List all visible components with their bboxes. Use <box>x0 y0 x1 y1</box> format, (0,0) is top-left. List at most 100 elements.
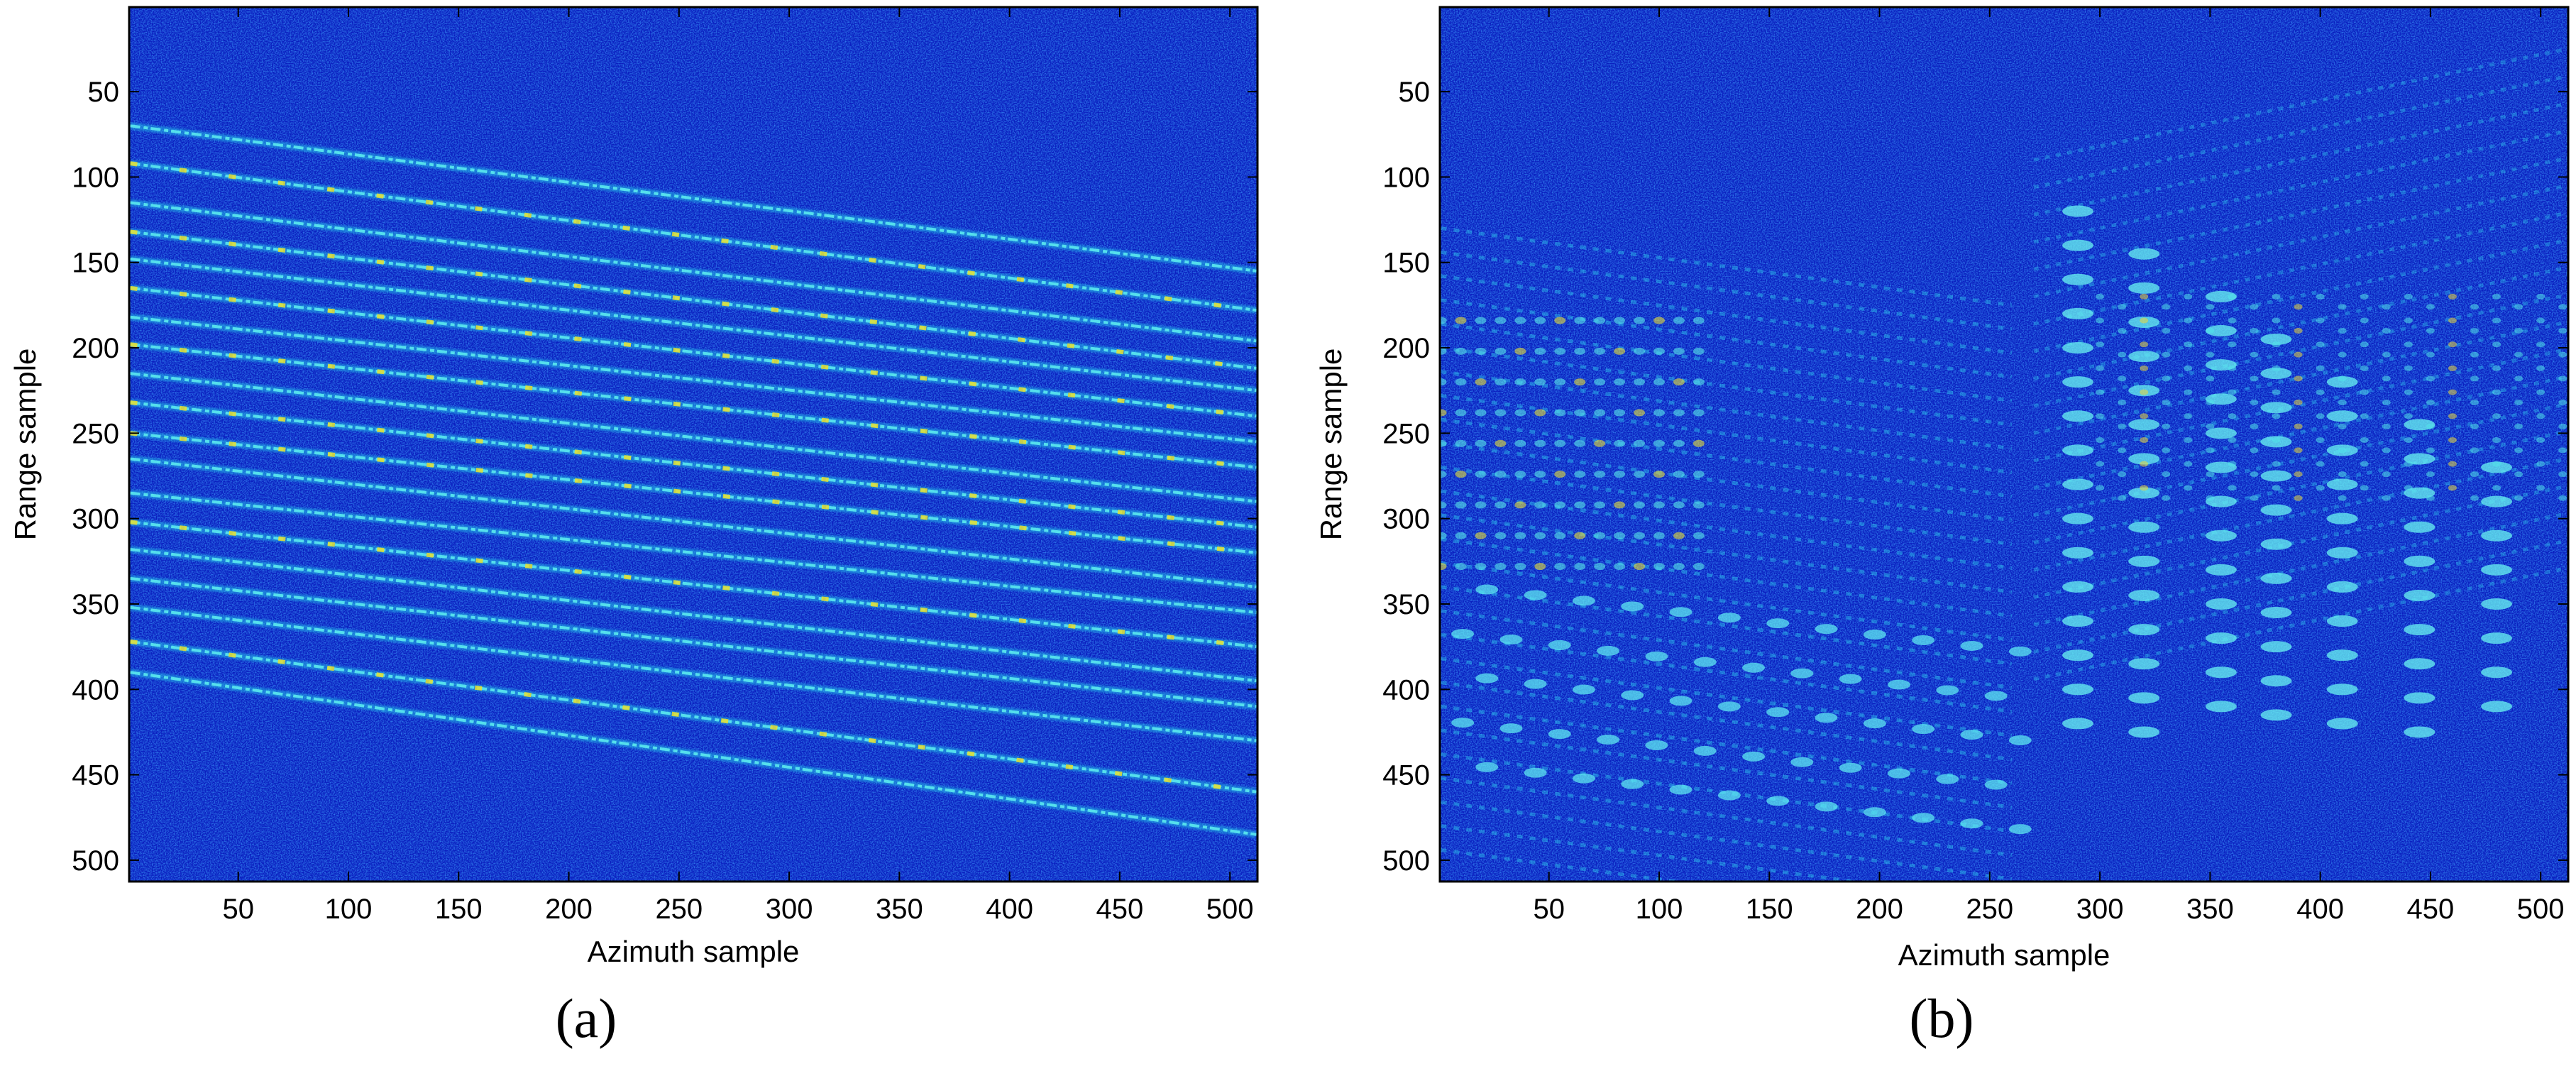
y-tick-label: 200 <box>72 333 119 364</box>
streak-hotspots <box>130 520 1257 649</box>
texture-speck-right <box>2096 437 2105 443</box>
texture-speck-left <box>1455 563 1467 571</box>
texture-group-b <box>1440 47 2567 882</box>
texture-speck-right <box>2162 447 2171 454</box>
texture-speck-left <box>1614 471 1626 478</box>
streak-core <box>130 605 1257 742</box>
texture-blob-right <box>2062 512 2094 525</box>
texture-speck-right <box>2404 485 2413 491</box>
texture-blob-left <box>1888 768 1911 779</box>
texture-speck-right <box>2382 423 2391 429</box>
texture-speck-right <box>2382 304 2391 310</box>
texture-speck-right <box>2250 471 2259 478</box>
texture-speck-right <box>2426 304 2435 310</box>
texture-speck-right <box>2272 389 2281 395</box>
texture-speck-left <box>1475 347 1487 355</box>
texture-blob-right <box>2128 248 2160 260</box>
texture-speck-right <box>2360 413 2369 419</box>
texture-speck-left <box>1495 378 1507 386</box>
texture-speck-right <box>2250 327 2259 334</box>
streak-hotspots <box>130 229 1257 370</box>
texture-speck-left <box>1534 471 1546 478</box>
texture-speck-right <box>2162 471 2171 478</box>
x-tick-label: 500 <box>1206 894 1254 925</box>
texture-speck-left <box>1673 409 1685 417</box>
texture-blob-left <box>1960 818 1983 829</box>
texture-blob-left <box>2008 646 2032 657</box>
y-axis-label-a: Range sample <box>9 348 42 541</box>
texture-speck-right <box>2118 375 2127 382</box>
texture-blob-left <box>1669 784 1692 795</box>
texture-blob-left <box>1790 668 1814 679</box>
texture-speck-left <box>1440 347 1447 355</box>
texture-speck-right <box>2558 375 2567 382</box>
texture-blob-right <box>2326 649 2358 661</box>
texture-blob-left <box>1717 701 1741 712</box>
texture-speck-right <box>2316 461 2325 467</box>
streak-core <box>130 343 1257 469</box>
texture-speck-right <box>2426 447 2435 454</box>
texture-speck-right <box>2514 375 2523 382</box>
texture-blob-right <box>2062 547 2094 559</box>
texture-blob-right <box>2128 555 2160 567</box>
texture-blob-left <box>1524 767 1547 778</box>
texture-speck-left <box>1495 471 1507 478</box>
texture-speck-right <box>2448 413 2457 419</box>
texture-speck-right <box>2140 461 2149 467</box>
y-axis-label-b: Range sample <box>1314 348 1348 541</box>
texture-blob-left <box>1572 684 1595 695</box>
texture-speck-right <box>2294 375 2303 382</box>
texture-blob-right <box>2326 547 2358 559</box>
texture-speck-left <box>1653 501 1665 509</box>
streak-core <box>130 432 1257 554</box>
texture-speck-left <box>1634 439 1646 447</box>
texture-speck-right <box>2140 413 2149 419</box>
texture-speck-right <box>2096 413 2105 419</box>
texture-speck-right <box>2470 495 2479 501</box>
texture-speck-left <box>1634 378 1646 386</box>
texture-speck-right <box>2558 400 2567 406</box>
texture-speck-left <box>1653 563 1665 571</box>
texture-speck-right <box>2514 447 2523 454</box>
texture-speck-right <box>2140 389 2149 395</box>
texture-speck-right <box>2228 485 2237 491</box>
y-tick-label: 300 <box>1382 504 1430 535</box>
texture-speck-left <box>1574 471 1586 478</box>
texture-speck-left <box>1634 471 1646 478</box>
streak-core <box>130 162 1257 312</box>
y-tick-label: 300 <box>72 504 119 535</box>
texture-speck-right <box>2536 341 2545 348</box>
texture-speck-left <box>1514 501 1526 509</box>
x-tick-label: 50 <box>222 894 254 925</box>
texture-speck-right <box>2492 461 2501 467</box>
streak-hotspots <box>130 342 1257 470</box>
texture-speck-right <box>2162 495 2171 501</box>
texture-speck-right <box>2514 400 2523 406</box>
texture-speck-right <box>2448 485 2457 491</box>
texture-speck-left <box>1455 317 1467 324</box>
texture-speck-right <box>2118 495 2127 501</box>
texture-speck-right <box>2448 437 2457 443</box>
texture-speck-right <box>2206 471 2215 478</box>
texture-blob-right <box>2260 368 2292 380</box>
y-tick-label: 50 <box>88 77 120 108</box>
texture-blob-right <box>2260 470 2292 482</box>
texture-speck-right <box>2184 341 2193 348</box>
texture-blob-right <box>2404 624 2435 636</box>
texture-speck-left <box>1534 563 1546 571</box>
texture-blob-right <box>2404 726 2435 738</box>
texture-speck-right <box>2404 389 2413 395</box>
texture-speck-right <box>2162 304 2171 310</box>
texture-blob-left <box>1742 662 1766 673</box>
texture-speck-left <box>1495 532 1507 539</box>
texture-speck-right <box>2360 437 2369 443</box>
texture-speck-right <box>2294 327 2303 334</box>
texture-blob-right <box>2481 632 2513 644</box>
texture-speck-left <box>1614 439 1626 447</box>
texture-speck-left <box>1475 563 1487 571</box>
texture-speck-left <box>1495 439 1507 447</box>
texture-blob-right <box>2062 718 2094 730</box>
texture-speck-left <box>1574 347 1586 355</box>
texture-speck-right <box>2514 423 2523 429</box>
